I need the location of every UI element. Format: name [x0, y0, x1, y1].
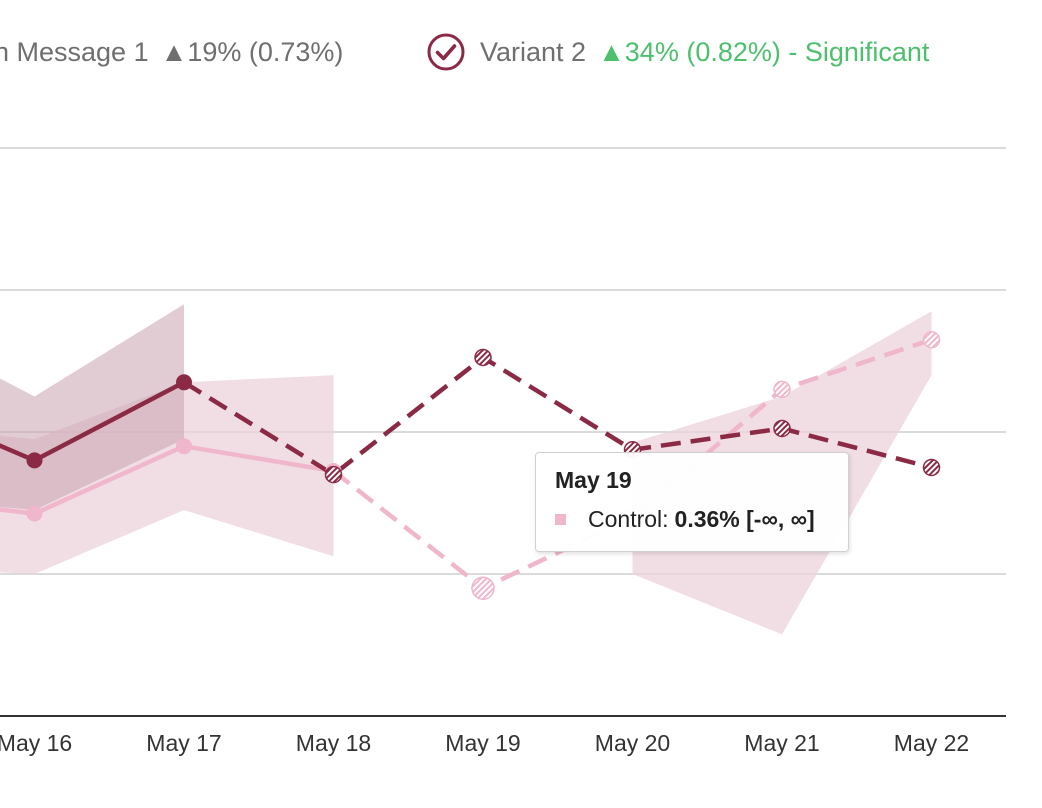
x-tick-label-may-22: May 22 — [894, 730, 969, 756]
control-point-may-16 — [26, 505, 43, 522]
x-tick-label-may-17: May 17 — [146, 730, 221, 756]
hover-tooltip: May 19 Control: 0.36% [-∞, ∞] — [535, 452, 849, 552]
variant-point-may-21 — [773, 419, 791, 438]
x-tick-label-may-16: May 16 — [0, 730, 72, 756]
x-tick-label-may-21: May 21 — [744, 730, 819, 756]
control-point-may-19 — [471, 576, 495, 600]
tooltip-value: 0.36% [-∞, ∞] — [674, 506, 815, 532]
data-points — [26, 330, 941, 600]
variant-point-may-22 — [922, 458, 941, 477]
chart-legend: n Message 1 ▲19% (0.73%) Variant 2 ▲34% … — [0, 22, 1042, 82]
variant-point-may-16 — [26, 452, 43, 469]
legend-item-variant-2[interactable]: Variant 2 ▲34% (0.82%) - Significant — [426, 22, 929, 82]
x-tick-label-may-19: May 19 — [445, 730, 520, 756]
legend-variant-2-stat: ▲34% (0.82%) - Significant — [598, 36, 930, 67]
legend-message-1-stat: ▲19% (0.73%) — [160, 36, 344, 67]
variant-confidence-band-1 — [0, 304, 184, 511]
legend-message-1-label: n Message 1 — [0, 36, 149, 67]
x-tick-label-may-20: May 20 — [595, 730, 670, 756]
legend-variant-2-label: Variant 2 — [480, 36, 587, 67]
control-point-may-17 — [176, 438, 192, 455]
variant-point-may-18 — [324, 465, 343, 484]
legend-item-message-1[interactable]: n Message 1 ▲19% (0.73%) — [0, 22, 343, 82]
tooltip-control-swatch — [555, 514, 566, 525]
x-axis: May 16 May 17 May 18 May 19 May 20 May 21 May … — [0, 715, 1006, 756]
control-point-may-22 — [922, 330, 941, 349]
variant-point-may-19 — [474, 348, 492, 367]
variant-point-may-17 — [176, 374, 192, 391]
tooltip-date: May 19 — [555, 467, 632, 493]
tooltip-row-control: Control: 0.36% [-∞, ∞] — [555, 506, 829, 533]
x-tick-label-may-18: May 18 — [296, 730, 371, 756]
variant-line-dashed — [182, 355, 933, 477]
control-line-solid — [0, 443, 334, 516]
control-line-dashed — [332, 337, 933, 591]
control-point-may-21 — [773, 380, 791, 399]
check-circle-icon[interactable] — [426, 32, 466, 72]
tooltip-series-label: Control: — [588, 506, 669, 532]
